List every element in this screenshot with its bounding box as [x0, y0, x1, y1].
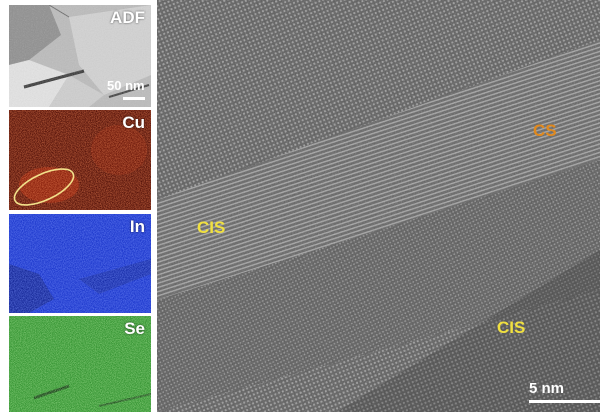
adf-panel: ADF 50 nm [9, 5, 151, 107]
adf-image [9, 5, 151, 107]
cu-label: Cu [122, 113, 145, 132]
hrtem-image [157, 0, 600, 412]
in-map-panel: In [9, 214, 151, 313]
hrtem-scalebar-line [529, 400, 600, 403]
adf-scalebar-text: 50 nm [107, 78, 145, 93]
hrtem-scalebar-text: 5 nm [529, 380, 565, 397]
in-label: In [129, 217, 145, 236]
adf-scalebar-line [123, 97, 145, 100]
label-cis-bottom: CIS [497, 318, 526, 337]
cu-map-image [9, 110, 151, 210]
annotation-ellipse [13, 168, 75, 206]
cu-map-panel: Cu [9, 110, 151, 210]
hrtem-scalebar: 5 nm [529, 380, 600, 410]
adf-label: ADF [110, 8, 145, 27]
label-cis-left: CIS [197, 218, 226, 237]
se-label: Se [124, 319, 145, 338]
in-map-image [9, 214, 151, 313]
label-cs: CS [533, 121, 557, 140]
se-map-image [9, 316, 151, 412]
hrtem-panel: CS CIS CIS 5 nm [157, 0, 600, 412]
adf-scalebar: 50 nm [107, 78, 147, 102]
se-map-panel: Se [9, 316, 151, 412]
